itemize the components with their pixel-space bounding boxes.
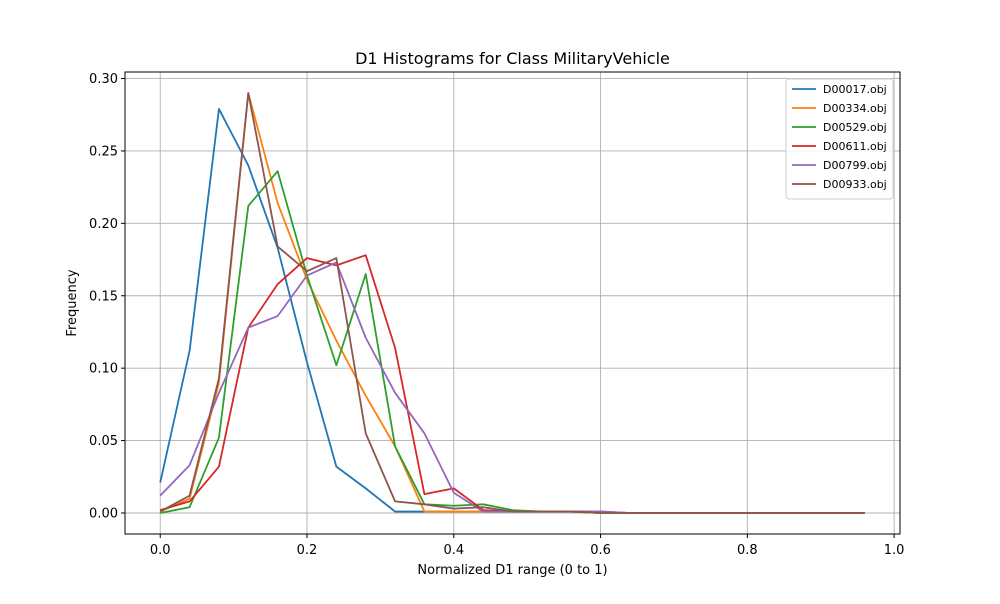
legend: D00017.obj D00334.obj D00529.obj D00611.obj… [785,78,894,200]
y-tick-label: 0.05 [89,434,118,449]
legend-label: D00334.obj [823,102,887,115]
series-group [159,92,865,514]
y-tick-label: 0.20 [89,217,118,232]
x-tick-label: 0.8 [737,543,758,558]
x-tick-label: 0.2 [297,543,318,558]
x-tick-label: 0.4 [443,543,464,558]
legend-label: D00529.obj [823,121,887,134]
series-line-d00933 [159,92,865,514]
chart-title: D1 Histograms for Class MilitaryVehicle [355,49,670,68]
legend-label: D00017.obj [823,83,887,96]
y-tick-label: 0.25 [89,144,118,159]
legend-label: D00611.obj [823,140,887,153]
x-tick-label: 0.6 [590,543,611,558]
legend-box [785,78,894,200]
x-axis-label: Normalized D1 range (0 to 1) [417,563,607,578]
y-tick-label: 0.30 [89,72,118,87]
y-tick-label: 0.00 [89,507,118,522]
y-axis-label: Frequency [65,269,80,336]
axis-ticks: 0.0 0.2 0.4 0.6 0.8 1.0 0.00 0.05 0.10 0.15 0.20 0.… [89,72,904,558]
x-tick-label: 1.0 [884,543,905,558]
y-tick-label: 0.10 [89,362,118,377]
y-tick-label: 0.15 [89,289,118,304]
legend-label: D00799.obj [823,159,887,172]
x-tick-label: 0.0 [150,543,171,558]
plot-frame [124,71,901,535]
legend-label: D00933.obj [823,178,887,191]
